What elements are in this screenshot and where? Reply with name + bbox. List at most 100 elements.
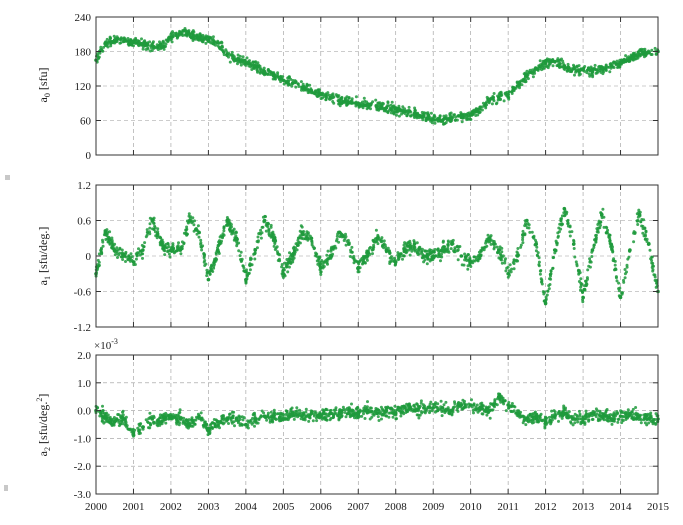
data-point [402, 254, 406, 258]
data-point [374, 228, 378, 232]
data-point [347, 242, 351, 246]
data-point [453, 402, 457, 406]
data-point [627, 255, 631, 259]
data-point [403, 109, 407, 114]
data-point [251, 413, 255, 417]
y-tick-label: 0 [86, 150, 92, 162]
data-point [436, 402, 440, 406]
data-point [184, 231, 188, 235]
data-point [409, 114, 413, 118]
data-point [304, 407, 308, 411]
data-point [394, 409, 397, 413]
data-point [464, 112, 468, 116]
y-tick-label: 1.0 [77, 378, 91, 390]
data-point [473, 259, 477, 263]
data-point [362, 96, 366, 100]
data-point [484, 106, 488, 110]
data-point [384, 414, 388, 418]
data-point [387, 415, 391, 419]
data-point [390, 410, 394, 414]
data-point [639, 421, 643, 425]
data-point [269, 233, 273, 237]
data-point [118, 251, 122, 255]
data-point [641, 231, 645, 235]
data-point [105, 228, 109, 232]
data-point [187, 422, 192, 427]
data-point [331, 100, 335, 103]
data-point [572, 247, 576, 250]
data-point [528, 68, 532, 72]
y-tick-label: -0.6 [74, 287, 92, 299]
data-point [178, 408, 182, 412]
data-point [446, 244, 450, 248]
data-point [232, 410, 236, 414]
data-point [368, 102, 372, 106]
data-point [156, 231, 160, 235]
data-point [423, 258, 427, 262]
y-tick-label: -2.0 [74, 461, 92, 473]
data-point [459, 111, 463, 115]
data-point [389, 107, 393, 111]
data-point [492, 92, 496, 95]
data-point [255, 246, 259, 250]
data-point [512, 89, 516, 93]
data-point [400, 112, 403, 116]
data-point [553, 60, 557, 64]
data-point [319, 414, 323, 418]
left-edge-artifact [5, 175, 10, 180]
data-point [117, 420, 121, 424]
data-point [623, 272, 627, 276]
data-point [269, 410, 273, 414]
data-point [124, 250, 128, 254]
data-point [314, 89, 317, 93]
data-point [538, 269, 542, 273]
data-point [397, 114, 401, 118]
data-point [427, 113, 430, 117]
x-tick-label: 2007 [347, 501, 370, 513]
data-point [417, 416, 421, 420]
data-point [520, 414, 524, 418]
data-point [266, 221, 270, 225]
data-point [429, 111, 433, 115]
data-point [399, 407, 403, 411]
data-point [413, 109, 417, 113]
data-point [311, 245, 315, 249]
data-point [613, 263, 617, 267]
data-point [277, 252, 280, 256]
data-point [126, 258, 130, 262]
data-point [247, 64, 251, 68]
data-point [308, 416, 312, 420]
data-point [149, 423, 152, 426]
x-tick-label: 2015 [647, 501, 670, 513]
data-point [386, 111, 390, 115]
data-point [607, 413, 611, 417]
data-point [272, 414, 276, 418]
data-point [211, 421, 215, 425]
data-point [156, 234, 160, 238]
data-point [643, 226, 647, 230]
data-point [645, 414, 649, 418]
data-point [408, 242, 412, 245]
data-point [412, 116, 416, 119]
data-point [354, 407, 358, 411]
data-point [275, 250, 279, 254]
data-point [579, 422, 583, 426]
data-point [453, 118, 457, 122]
data-point [262, 69, 267, 74]
data-point [557, 419, 560, 423]
data-point [623, 276, 627, 280]
data-point [167, 245, 171, 249]
data-point [121, 258, 125, 261]
data-point [300, 85, 304, 89]
data-point [510, 404, 514, 408]
y-tick-label: 0.0 [77, 406, 91, 418]
data-point [306, 231, 310, 235]
data-point [99, 411, 103, 414]
data-point [481, 101, 485, 105]
data-point [549, 422, 553, 426]
data-point [226, 223, 230, 227]
data-point [534, 414, 539, 418]
data-point [222, 225, 226, 229]
data-point [228, 60, 232, 64]
data-point [408, 404, 412, 408]
